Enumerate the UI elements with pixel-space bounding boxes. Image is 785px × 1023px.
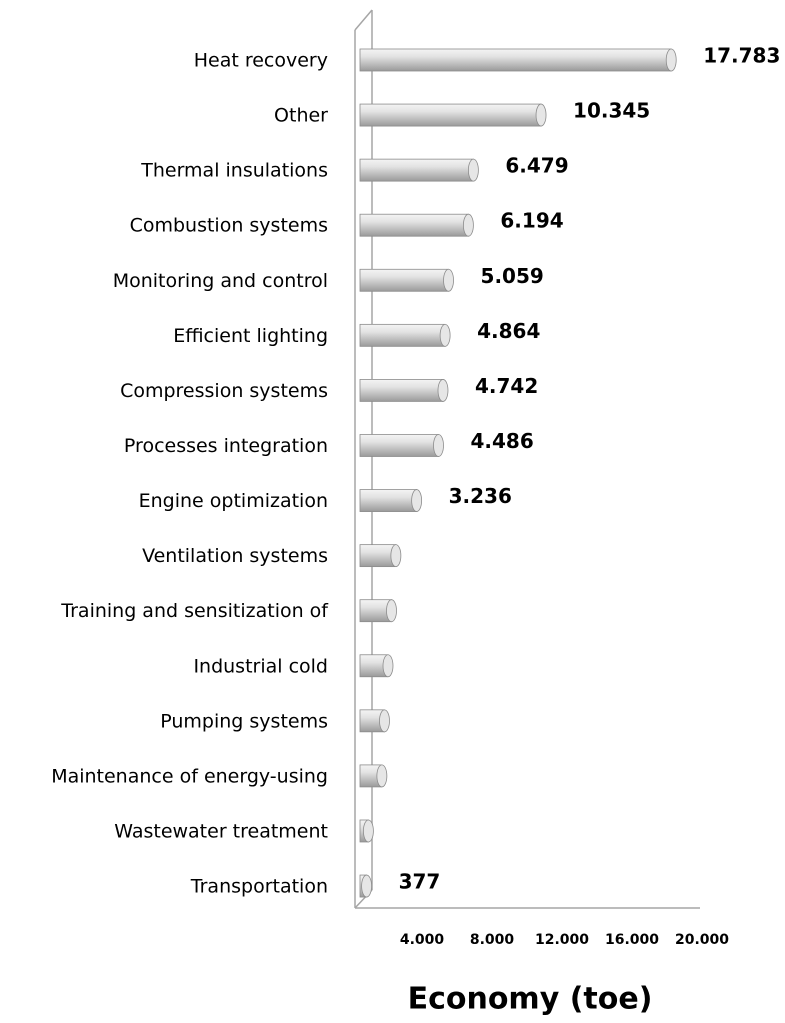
- x-tick-label: 8.000: [470, 932, 515, 948]
- category-label: Maintenance of energy-using: [51, 765, 328, 787]
- bar-cap: [433, 434, 444, 457]
- category-label: Combustion systems: [130, 215, 328, 237]
- data-label: 10.345: [573, 99, 650, 123]
- bar-cap: [443, 268, 454, 292]
- category-label: Engine optimization: [139, 490, 328, 512]
- data-label: 6.194: [500, 209, 563, 233]
- category-label: Other: [274, 105, 328, 127]
- bar: [359, 213, 469, 237]
- bar-cap: [390, 544, 402, 568]
- bar: [359, 103, 542, 127]
- category-label: Compression systems: [120, 380, 328, 402]
- bar-cap: [382, 654, 394, 678]
- bar-cap: [439, 323, 451, 347]
- bar: [359, 48, 672, 72]
- category-label: Monitoring and control: [113, 270, 328, 292]
- bar-cap: [665, 48, 677, 72]
- data-label: 17.783: [703, 44, 780, 68]
- axis-frame: [354, 9, 700, 909]
- category-label: Processes integration: [124, 435, 328, 457]
- data-label: 3.236: [449, 484, 512, 508]
- bar-cap: [411, 489, 423, 512]
- category-label: Transportation: [190, 876, 328, 898]
- category-label: Heat recovery: [194, 50, 328, 72]
- category-label: Thermal insulations: [140, 160, 328, 182]
- bar: [359, 268, 449, 292]
- axis-wall: [354, 9, 373, 31]
- x-tick-label: 20.000: [675, 932, 729, 948]
- bar: [359, 489, 418, 512]
- bar-cap: [361, 874, 372, 898]
- category-label: Efficient lighting: [173, 325, 328, 347]
- x-tick-label: 16.000: [605, 932, 659, 948]
- bar-cap: [362, 819, 374, 843]
- data-label: 5.059: [481, 264, 544, 288]
- bar-cap: [467, 158, 479, 182]
- data-label: 6.479: [505, 154, 568, 178]
- bar-cap: [462, 213, 474, 237]
- bar: [359, 434, 439, 457]
- category-label: Pumping systems: [160, 710, 328, 732]
- data-label: 377: [399, 870, 441, 894]
- bar-cap: [437, 379, 449, 402]
- bar-cap: [535, 103, 547, 127]
- x-tick-label: 4.000: [400, 932, 445, 948]
- x-axis-title: Economy (toe): [408, 982, 653, 1017]
- category-label: Training and sensitization of: [60, 600, 329, 622]
- bar: [359, 158, 474, 182]
- bar: [359, 379, 444, 402]
- category-label: Wastewater treatment: [114, 820, 328, 842]
- category-label: Ventilation systems: [142, 545, 328, 567]
- category-label: Industrial cold: [193, 655, 328, 677]
- bar-cap: [379, 709, 390, 733]
- data-label: 4.864: [477, 319, 540, 343]
- bar: [359, 323, 446, 347]
- data-label: 4.742: [475, 374, 538, 398]
- bar-cap: [376, 764, 388, 788]
- bar-cap: [386, 599, 397, 623]
- data-label: 4.486: [471, 429, 534, 453]
- x-tick-label: 12.000: [535, 932, 589, 948]
